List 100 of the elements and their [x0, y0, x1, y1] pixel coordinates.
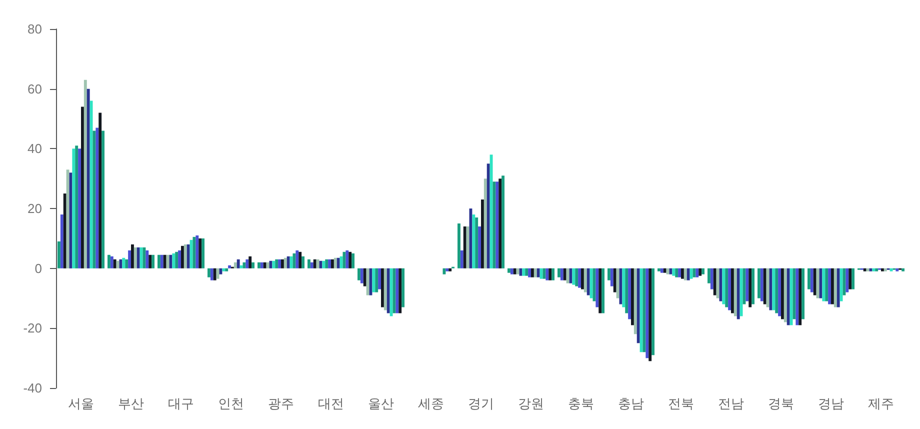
- bar: [558, 268, 560, 278]
- bar: [581, 268, 584, 290]
- bar: [75, 146, 78, 268]
- bar: [190, 240, 193, 268]
- bar: [584, 268, 587, 292]
- bar: [72, 148, 76, 268]
- bar: [290, 256, 293, 268]
- bar: [258, 262, 260, 268]
- bar: [675, 268, 678, 278]
- bar: [575, 268, 578, 286]
- bar: [560, 268, 564, 280]
- bar: [796, 268, 799, 326]
- bar: [652, 268, 654, 356]
- bar: [486, 164, 490, 268]
- bar: [713, 268, 716, 296]
- bar: [278, 259, 281, 268]
- bar: [884, 268, 887, 272]
- bar: [528, 268, 531, 278]
- bar: [578, 268, 581, 288]
- bar: [813, 268, 816, 296]
- bar: [725, 268, 728, 308]
- bar: [734, 268, 737, 316]
- bar: [208, 268, 210, 278]
- bar: [134, 247, 137, 268]
- bar: [322, 260, 326, 268]
- bar: [463, 226, 466, 268]
- bar: [775, 268, 778, 314]
- bar: [781, 268, 784, 320]
- bar: [496, 182, 499, 268]
- bar: [248, 256, 252, 268]
- y-tick-label: 40: [28, 141, 42, 156]
- bar: [902, 268, 904, 272]
- bar: [508, 268, 510, 273]
- bar: [384, 268, 387, 310]
- bar: [172, 253, 176, 268]
- bar: [334, 258, 337, 268]
- bar: [146, 250, 149, 268]
- x-tick-label: 제주: [868, 397, 894, 412]
- bar: [90, 100, 93, 268]
- bar: [825, 268, 828, 302]
- bar: [758, 268, 760, 298]
- bar: [716, 268, 720, 298]
- bar: [610, 268, 614, 286]
- bar: [86, 88, 90, 268]
- bar: [448, 268, 452, 272]
- bar: [63, 194, 66, 268]
- bar: [625, 268, 628, 314]
- bar: [710, 268, 714, 290]
- bar: [272, 260, 276, 268]
- bar: [678, 268, 681, 278]
- bar: [110, 256, 114, 268]
- bar: [602, 268, 604, 314]
- bar: [672, 268, 676, 276]
- bar: [336, 258, 340, 268]
- bar: [213, 268, 216, 280]
- bar: [802, 268, 804, 320]
- bar: [816, 268, 820, 298]
- bar: [163, 254, 166, 268]
- bar: [590, 268, 593, 298]
- bar: [446, 268, 449, 272]
- bar: [275, 259, 278, 268]
- bar: [831, 268, 834, 304]
- x-tick-label: 경남: [818, 397, 844, 412]
- bar: [572, 268, 576, 285]
- bar: [746, 268, 749, 302]
- bar: [102, 130, 104, 268]
- bar: [566, 268, 570, 284]
- x-tick-label: 강원: [518, 397, 544, 412]
- bar: [684, 268, 687, 280]
- bar: [60, 214, 64, 268]
- bar: [731, 268, 734, 314]
- bar: [763, 268, 766, 304]
- bar: [708, 268, 710, 284]
- bar: [313, 259, 316, 268]
- bar: [798, 268, 802, 326]
- bar: [836, 268, 840, 308]
- bar: [246, 259, 249, 268]
- bar: [516, 268, 520, 274]
- bar: [140, 247, 143, 268]
- bar: [534, 268, 537, 278]
- bar: [236, 259, 240, 268]
- x-tick-label: 경북: [768, 397, 794, 412]
- bar: [286, 256, 290, 268]
- bar: [228, 265, 231, 268]
- bar: [266, 262, 270, 268]
- bar: [872, 268, 876, 272]
- bar: [184, 244, 187, 268]
- bar: [598, 268, 602, 314]
- bar: [340, 256, 343, 268]
- bar: [66, 170, 70, 268]
- bar: [346, 250, 349, 268]
- bar: [490, 154, 493, 268]
- bar: [660, 268, 664, 273]
- bar: [298, 252, 302, 268]
- bar: [81, 106, 84, 268]
- y-tick-label: 0: [34, 260, 42, 276]
- x-tick-label: 세종: [418, 397, 444, 412]
- bar: [328, 259, 331, 268]
- bar: [834, 268, 837, 308]
- bar: [522, 268, 526, 276]
